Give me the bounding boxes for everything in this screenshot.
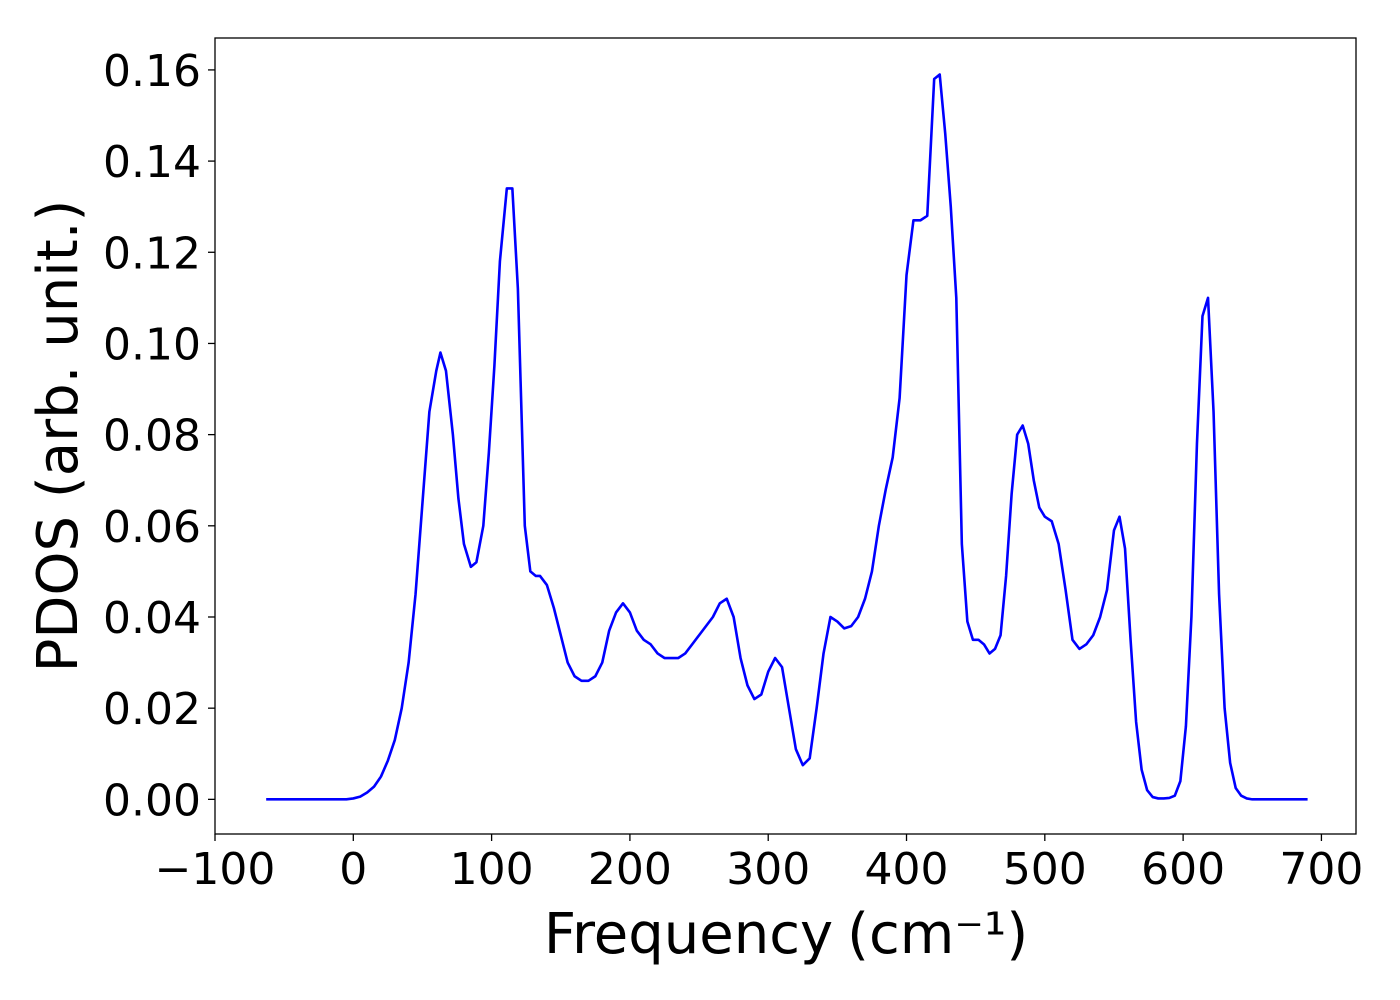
y-axis-label: PDOS (arb. unit.) [26, 200, 91, 673]
pdos-series-line [266, 73, 1308, 801]
y-tick-label: 0.00 [103, 775, 201, 826]
x-tick-label: 100 [450, 844, 534, 895]
line-layer [266, 73, 1308, 801]
x-tick-label: 200 [588, 844, 672, 895]
y-tick-label: 0.12 [103, 228, 201, 279]
y-tick-label: 0.08 [103, 411, 201, 462]
x-axis-label: Frequency (cm⁻¹) [544, 902, 1028, 967]
x-tick-label: 0 [339, 844, 367, 895]
x-tick-label: 700 [1279, 844, 1363, 895]
x-axis-label-unit: (cm⁻¹) [847, 902, 1028, 967]
x-tick-label: 500 [1003, 844, 1087, 895]
x-tick-label: 300 [726, 844, 810, 895]
y-tick-label: 0.02 [103, 684, 201, 735]
y-tick-label: 0.06 [103, 502, 201, 553]
x-axis-label-text: Frequency [544, 902, 833, 967]
y-tick-label: 0.10 [103, 319, 201, 370]
x-tick-label: 400 [865, 844, 949, 895]
y-tick-label: 0.04 [103, 593, 201, 644]
x-tick-label: −100 [155, 844, 276, 895]
y-tick-label: 0.14 [103, 137, 201, 188]
x-tick-label: 600 [1141, 844, 1225, 895]
plot-frame [214, 37, 1357, 835]
y-tick-label: 0.16 [103, 46, 201, 97]
ticks-layer: −100 0 100 200 300 400 500 600 700 0.00 0.02 0.04 0.… [103, 46, 1363, 895]
